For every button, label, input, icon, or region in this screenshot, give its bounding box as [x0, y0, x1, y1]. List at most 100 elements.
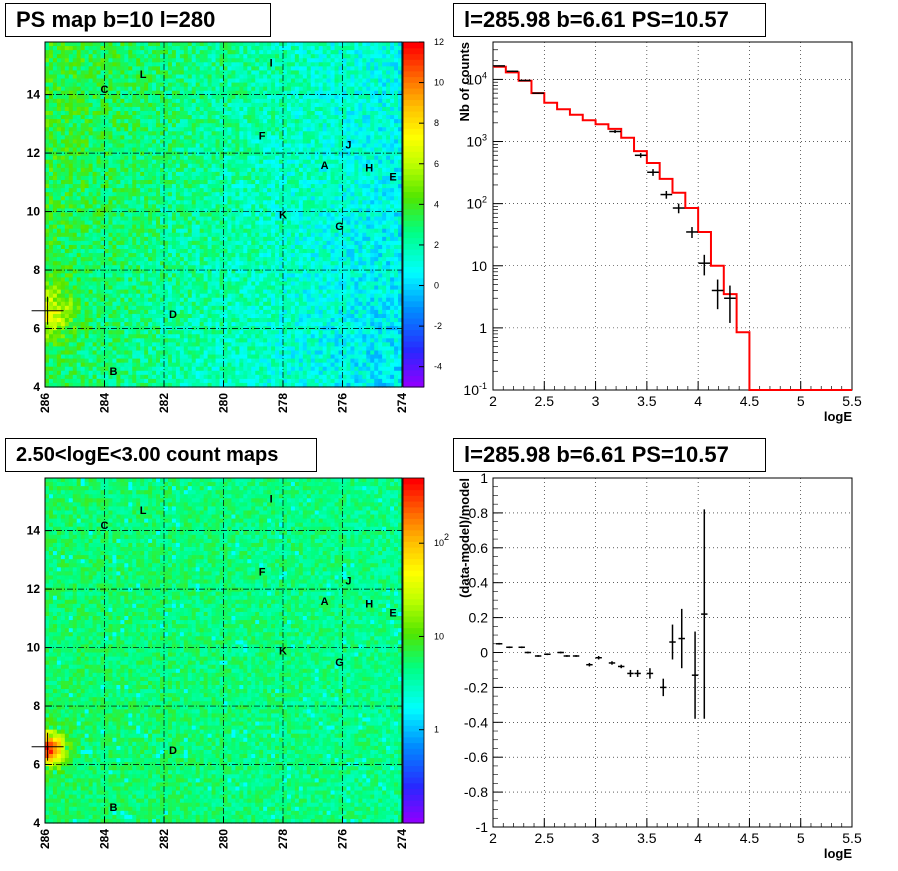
y-tick-label: 12: [27, 582, 41, 596]
residual-point: [608, 661, 616, 665]
x-tick-label: 286: [38, 829, 52, 849]
residuals-plot: 2 2.5 3 3.5 4 4.5 5 5.5 -1 -0.8 -0.6 -0.4 -0.2 0 0.2 0.…: [457, 470, 862, 861]
residual-point: [534, 655, 542, 657]
residual-point: [660, 678, 667, 697]
colorbar-tick-label: 4: [434, 199, 439, 209]
residual-point: [618, 664, 625, 669]
colorbar-tick-label: 0: [434, 281, 439, 291]
y-tick-label: 12: [27, 146, 41, 160]
x-tick-label: 3.5: [637, 830, 657, 846]
source-label-j: J: [345, 575, 351, 587]
x-tick-label: 5.5: [842, 393, 862, 409]
source-label-a: A: [321, 596, 329, 608]
residual-point: [691, 631, 699, 719]
colorbar-tick-label: -4: [434, 362, 442, 372]
residual-point: [701, 509, 708, 719]
colorbar-tick-label: 1: [434, 725, 439, 735]
y-tick-label: 0.6: [469, 540, 489, 556]
residual-point: [627, 669, 634, 677]
x-tick-label: 4.5: [740, 830, 760, 846]
data-point: [609, 130, 621, 134]
y-tick-label: 14: [27, 524, 41, 538]
x-tick-label: 278: [276, 829, 290, 849]
heatmap-cells: [45, 42, 403, 388]
residual-point: [524, 651, 532, 654]
model-histogram: [493, 65, 852, 391]
y-tick-label: -1: [476, 819, 489, 835]
residual-point: [646, 668, 654, 679]
residual-point: [506, 646, 513, 649]
y-tick-label: 104: [466, 70, 487, 87]
colorbar-tick-label: 10: [434, 78, 444, 88]
colorbar-tick-label: 6: [434, 159, 439, 169]
residual-point: [595, 655, 602, 660]
residual-point: [669, 624, 676, 660]
source-label-g: G: [335, 657, 344, 669]
residual-point: [544, 653, 551, 656]
source-label-d: D: [169, 745, 177, 757]
source-label-h: H: [365, 599, 373, 611]
x-tick-label: 282: [157, 829, 171, 849]
residual-point: [557, 651, 564, 654]
y-tick-label: 102: [466, 195, 487, 212]
heatmap-cells: [45, 478, 403, 824]
x-tick-label: 5: [797, 830, 805, 846]
source-label-l: L: [140, 505, 147, 517]
x-tick-label: 3: [592, 393, 600, 409]
plot-frame: [492, 41, 853, 391]
colorbar: -4 -2 0 2 4 6 8 10 12: [402, 37, 444, 388]
data-point: [493, 65, 505, 67]
residual-point: [495, 642, 503, 645]
y-tick-label: 0.4: [469, 575, 489, 591]
colorbar-frame: [402, 41, 425, 388]
y-tick-label: -0.4: [464, 714, 488, 730]
x-tick-label: 280: [217, 829, 231, 849]
source-label-j: J: [345, 139, 351, 151]
y-tick-label: 10: [27, 641, 41, 655]
x-tick-label: 280: [217, 393, 231, 413]
colorbar: 1 10 102: [402, 477, 449, 824]
colorbar-tick-label: 10: [434, 631, 444, 641]
x-tick-label: 278: [276, 393, 290, 413]
residual-point: [586, 662, 593, 667]
x-tick-label: 2.5: [535, 393, 555, 409]
residuals-title: l=285.98 b=6.61 PS=10.57: [453, 438, 766, 472]
source-label-b: B: [109, 366, 117, 378]
source-label-e: E: [389, 607, 396, 619]
colorbar-tick-label: 12: [434, 37, 444, 47]
data-point: [647, 169, 659, 176]
source-label-h: H: [365, 163, 373, 175]
x-tick-label: 274: [395, 829, 409, 849]
source-label-k: K: [279, 646, 287, 658]
spectrum-plot: 2 2.5 3 3.5 4 4.5 5 5.5 10-1 1 10 102 103 104 logE Nb o…: [457, 41, 862, 424]
x-tick-label: 274: [395, 393, 409, 413]
y-tick-label: -0.8: [464, 784, 488, 800]
x-tick-label: 5: [797, 393, 805, 409]
colorbar-tick-label: 102: [434, 532, 449, 548]
y-tick-label: 8: [33, 699, 40, 713]
x-tick-label: 3: [592, 830, 600, 846]
data-point: [506, 70, 519, 73]
x-axis-title: logE: [824, 846, 852, 861]
count-map-title: 2.50<logE<3.00 count maps: [5, 438, 317, 472]
x-axis-title: logE: [824, 409, 852, 424]
colorbar-frame: [402, 477, 425, 824]
ps-map-title: PS map b=10 l=280: [5, 3, 271, 37]
x-tick-label: 284: [98, 829, 112, 849]
data-point: [698, 254, 711, 276]
source-label-f: F: [259, 567, 266, 579]
x-tick-label: 276: [336, 393, 350, 413]
x-tick-label: 2: [489, 830, 497, 846]
source-label-k: K: [279, 210, 287, 222]
x-tick-label: 4: [694, 830, 702, 846]
data-point: [660, 190, 673, 199]
y-tick-label: 10-1: [463, 381, 487, 398]
x-tick-label: 5.5: [842, 830, 862, 846]
residual-point: [563, 655, 571, 657]
y-tick-label: 4: [33, 816, 40, 830]
data-point: [518, 79, 531, 82]
y-tick-label: 0.2: [469, 610, 489, 626]
data-point: [724, 285, 736, 323]
